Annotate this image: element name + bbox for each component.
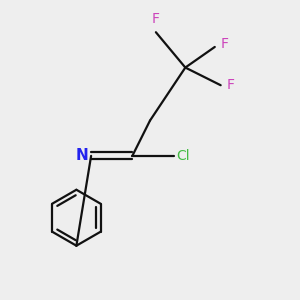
Text: F: F xyxy=(221,37,229,51)
Text: Cl: Cl xyxy=(176,149,190,163)
Text: F: F xyxy=(226,78,235,92)
Text: N: N xyxy=(75,148,88,164)
Text: F: F xyxy=(152,12,160,26)
